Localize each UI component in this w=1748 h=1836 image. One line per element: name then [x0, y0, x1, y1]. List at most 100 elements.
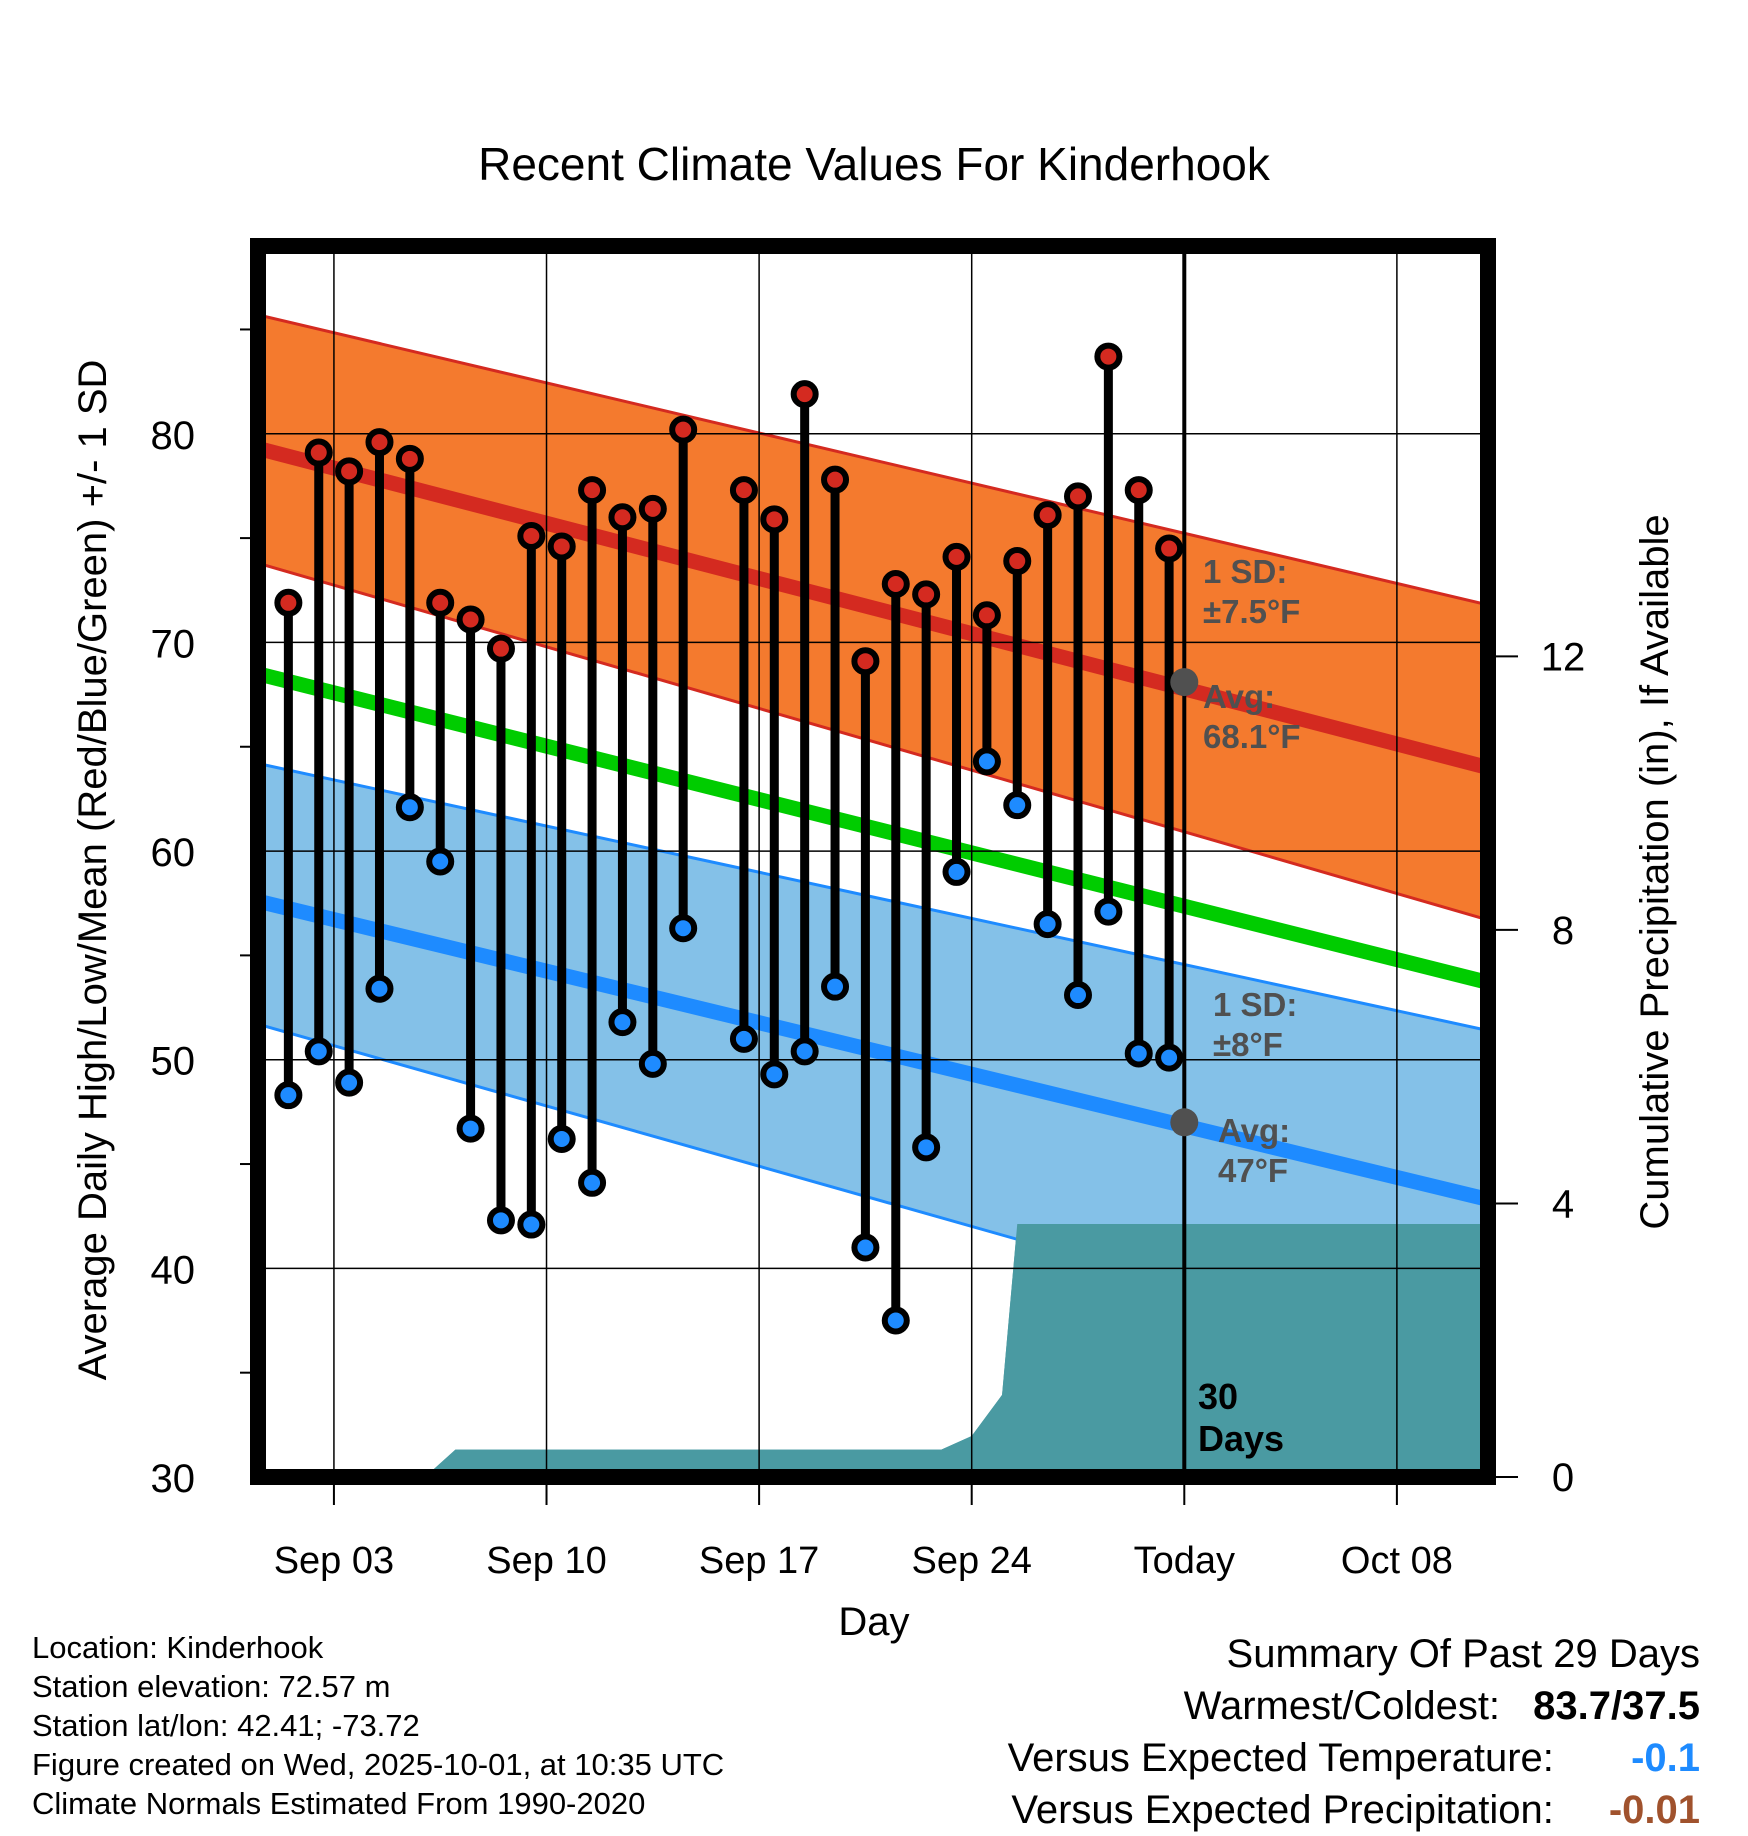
- temp-diff-value: -0.1: [1631, 1736, 1700, 1780]
- normals-text: Climate Normals Estimated From 1990-2020: [32, 1786, 646, 1821]
- daily-low-point: [1003, 791, 1032, 820]
- daily-low-point: [790, 1037, 819, 1066]
- daily-low-point: [578, 1168, 607, 1197]
- y-tick-label: 60: [151, 831, 196, 875]
- daily-high-point: [638, 494, 667, 523]
- high-sd-band-upper-edge: [258, 313, 1488, 607]
- created-text: Figure created on Wed, 2025-10-01, at 10…: [32, 1747, 725, 1782]
- daily-high-point: [578, 476, 607, 505]
- daily-low-point: [365, 974, 394, 1003]
- x-tick-label: Sep 03: [274, 1540, 394, 1582]
- daily-high-point: [851, 647, 880, 676]
- daily-low-point: [517, 1210, 546, 1239]
- daily-low-point: [729, 1024, 758, 1053]
- daily-low-point: [912, 1133, 941, 1162]
- daily-high-point: [912, 580, 941, 609]
- precip-area-front: [258, 1223, 1488, 1477]
- daily-high-point: [729, 476, 758, 505]
- high-sd-label: 1 SD:: [1203, 553, 1287, 590]
- today-days-label: Days: [1198, 1418, 1284, 1459]
- y-axis-label: Average Daily High/Low/Mean (Red/Blue/Gr…: [71, 360, 115, 1381]
- daily-low-point: [426, 847, 455, 876]
- daily-low-point: [881, 1306, 910, 1335]
- daily-high-point: [1155, 534, 1184, 563]
- daily-low-point: [760, 1060, 789, 1089]
- daily-low-point: [972, 747, 1001, 776]
- warmest-coldest-row: Warmest/Coldest: 83.7/37.5: [1008, 1680, 1700, 1732]
- plot-frame: [250, 238, 1496, 1485]
- high-sd-band: [258, 314, 1488, 920]
- low-sd-value: ±8°F: [1213, 1026, 1283, 1063]
- daily-high-point: [1003, 547, 1032, 576]
- daily-high-point: [608, 503, 637, 532]
- daily-low-point: [304, 1037, 333, 1066]
- daily-high-point: [669, 415, 698, 444]
- warmest-coldest-label: Warmest/Coldest:: [1183, 1684, 1501, 1728]
- temp-diff-label: Versus Expected Temperature:: [1007, 1736, 1554, 1780]
- precip-diff-value: -0.01: [1608, 1788, 1700, 1832]
- daily-high-point: [972, 601, 1001, 630]
- daily-low-point: [1033, 910, 1062, 939]
- low-avg-value: 47°F: [1218, 1152, 1288, 1189]
- low-sd-label: 1 SD:: [1213, 986, 1297, 1023]
- y2-tick-label: 8: [1552, 909, 1574, 953]
- chart-title: Recent Climate Values For Kinderhook: [478, 138, 1271, 190]
- x-tick-label: Sep 17: [699, 1540, 819, 1582]
- warmest-coldest-value: 83.7/37.5: [1533, 1684, 1700, 1728]
- location-text: Location: Kinderhook: [32, 1630, 324, 1665]
- x-tick-label: Sep 10: [486, 1540, 606, 1582]
- daily-high-point: [426, 588, 455, 617]
- precip-diff-row: Versus Expected Precipitation: -0.01: [1008, 1784, 1700, 1836]
- daily-low-point: [547, 1124, 576, 1153]
- daily-high-point: [790, 380, 819, 409]
- latlon-text: Station lat/lon: 42.41; -73.72: [32, 1708, 420, 1743]
- daily-high-point: [304, 438, 333, 467]
- daily-high-point: [881, 570, 910, 599]
- daily-low-point: [608, 1008, 637, 1037]
- daily-low-point: [1155, 1043, 1184, 1072]
- y-tick-label: 70: [151, 622, 196, 666]
- temp-diff-row: Versus Expected Temperature: -0.1: [1008, 1732, 1700, 1784]
- summary-panel: Summary Of Past 29 Days Warmest/Coldest:…: [1008, 1628, 1700, 1836]
- daily-low-point: [669, 914, 698, 943]
- daily-high-point: [335, 457, 364, 486]
- elevation-text: Station elevation: 72.57 m: [32, 1669, 391, 1704]
- daily-low-point: [851, 1233, 880, 1262]
- daily-low-point: [638, 1049, 667, 1078]
- daily-high-point: [517, 522, 546, 551]
- y2-tick-label: 4: [1552, 1182, 1574, 1226]
- daily-high-point: [1124, 476, 1153, 505]
- today-high-avg-marker: [1170, 668, 1199, 697]
- daily-low-point: [274, 1081, 303, 1110]
- daily-high-point: [942, 542, 971, 571]
- footer-info: Location: Kinderhook Station elevation: …: [32, 1628, 724, 1823]
- y-tick-label: 80: [151, 414, 196, 458]
- summary-title: Summary Of Past 29 Days: [1226, 1632, 1700, 1676]
- low-normal-line: [258, 893, 1488, 1207]
- daily-high-point: [274, 588, 303, 617]
- daily-high-point: [456, 605, 485, 634]
- daily-high-point: [1033, 501, 1062, 530]
- daily-low-point: [1064, 981, 1092, 1010]
- y-tick-label: 50: [151, 1040, 196, 1084]
- daily-high-point: [547, 532, 576, 561]
- daily-low-point: [821, 972, 850, 1001]
- daily-high-point: [486, 634, 515, 663]
- today-low-avg-marker: [1170, 1108, 1199, 1137]
- daily-low-point: [942, 857, 971, 886]
- mean-normal-line: [258, 666, 1488, 990]
- y-tick-label: 30: [151, 1457, 196, 1501]
- x-tick-label: Today: [1134, 1540, 1235, 1582]
- daily-high-point: [395, 444, 424, 473]
- low-avg-label: Avg:: [1218, 1112, 1290, 1149]
- daily-high-point: [760, 505, 789, 534]
- y2-tick-label: 12: [1541, 635, 1586, 679]
- high-avg-value: 68.1°F: [1203, 718, 1301, 755]
- x-tick-label: Sep 24: [911, 1540, 1031, 1582]
- high-normal-line: [258, 441, 1488, 775]
- x-tick-label: Oct 08: [1341, 1540, 1453, 1582]
- y2-tick-label: 0: [1552, 1456, 1574, 1500]
- daily-low-point: [1094, 897, 1123, 926]
